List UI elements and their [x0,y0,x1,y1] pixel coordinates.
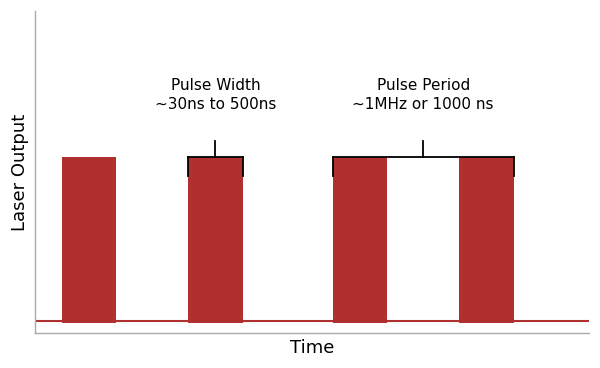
Y-axis label: Laser Output: Laser Output [11,114,29,231]
Text: ~30ns to 500ns: ~30ns to 500ns [155,96,276,112]
Text: Pulse Period: Pulse Period [377,78,470,92]
Text: Pulse Width: Pulse Width [170,78,260,92]
Bar [188,157,242,323]
Bar [333,157,387,323]
Bar [460,157,514,323]
Text: ~1MHz or 1000 ns: ~1MHz or 1000 ns [352,96,494,112]
Bar [62,157,116,323]
X-axis label: Time: Time [290,339,334,357]
